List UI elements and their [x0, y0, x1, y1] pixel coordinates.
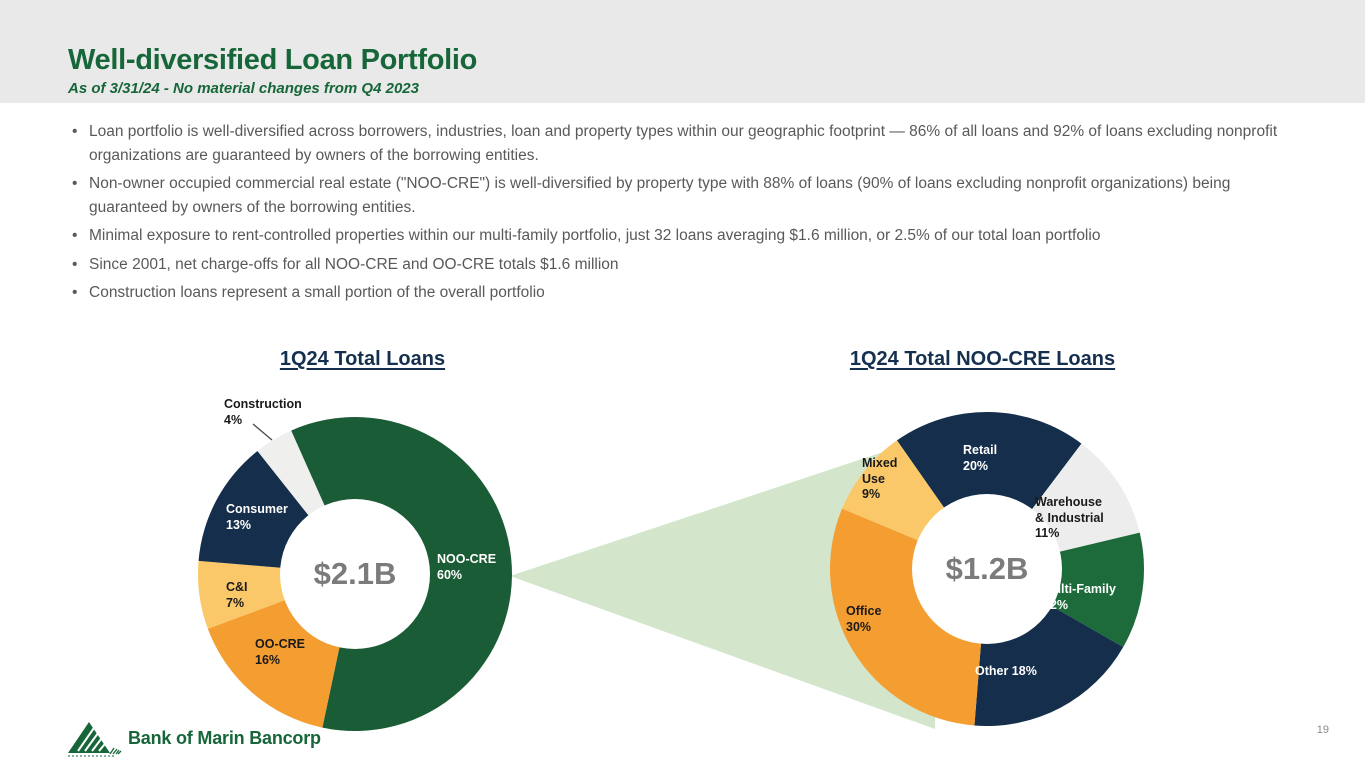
slice-label-noo-cre: NOO-CRE 60% — [437, 552, 497, 582]
chart-title-total-loans: 1Q24 Total Loans — [279, 348, 446, 370]
page-subtitle: As of 3/31/24 - No material changes from… — [68, 80, 419, 97]
mountain-logo-icon — [68, 722, 122, 757]
donut-chart-noo-cre: $1.2B Retail 20% Warehouse & Industrial 11% M… — [827, 409, 1147, 729]
slice-label-office: Office 30% — [846, 604, 882, 634]
donut-svg-total-loans — [197, 416, 512, 731]
bullet-item-4: Since 2001, net charge-offs for all NOO-… — [68, 253, 1304, 277]
slice-label-mixed-use: Mixed Use 9% — [862, 456, 898, 501]
donut-svg-noo-cre — [830, 411, 1145, 726]
leader-line-construction — [252, 423, 273, 441]
page-title: Well-diversified Loan Portfolio — [68, 44, 478, 76]
slice-retail — [896, 411, 1082, 569]
slice-label-retail: Retail 20% — [963, 443, 998, 473]
slice-label-multi-family: Multi-Family 12% — [1043, 582, 1116, 612]
bullet-item-1: Loan portfolio is well-diversified acros… — [68, 120, 1304, 167]
funnel-connector — [510, 433, 940, 729]
bank-logo-text: Bank of Marin Bancorp — [128, 727, 321, 748]
bank-logo: Bank of Marin Bancorp — [66, 716, 321, 760]
donut-hole — [912, 494, 1062, 644]
donut-chart-total-loans: $2.1B NOO-CRE 60% OO-CRE 16% C&I 7% Consumer 13… — [195, 397, 515, 734]
slice-label-c-i: C&I 7% — [226, 580, 248, 610]
slice-label-other: Other 18% — [975, 664, 1037, 678]
header-band: Well-diversified Loan Portfolio As of 3/… — [0, 0, 1365, 103]
slice-label-warehouse-industrial: Warehouse & Industrial 11% — [1035, 495, 1104, 540]
slice-label-consumer: Consumer 13% — [226, 502, 288, 532]
slice-label-construction: Construction 4% — [224, 397, 302, 427]
page-number: 19 — [1316, 724, 1329, 736]
slice-label-oo-cre: OO-CRE 16% — [255, 637, 305, 667]
bullet-item-3: Minimal exposure to rent-controlled prop… — [68, 224, 1304, 248]
bullet-item-5: Construction loans represent a small por… — [68, 281, 1304, 305]
bullet-list: Loan portfolio is well-diversified acros… — [68, 120, 1304, 310]
bullet-item-2: Non-owner occupied commercial real estat… — [68, 172, 1304, 219]
chart-title-noo-cre-loans: 1Q24 Total NOO-CRE Loans — [849, 348, 1116, 370]
donut-hole — [280, 499, 430, 649]
